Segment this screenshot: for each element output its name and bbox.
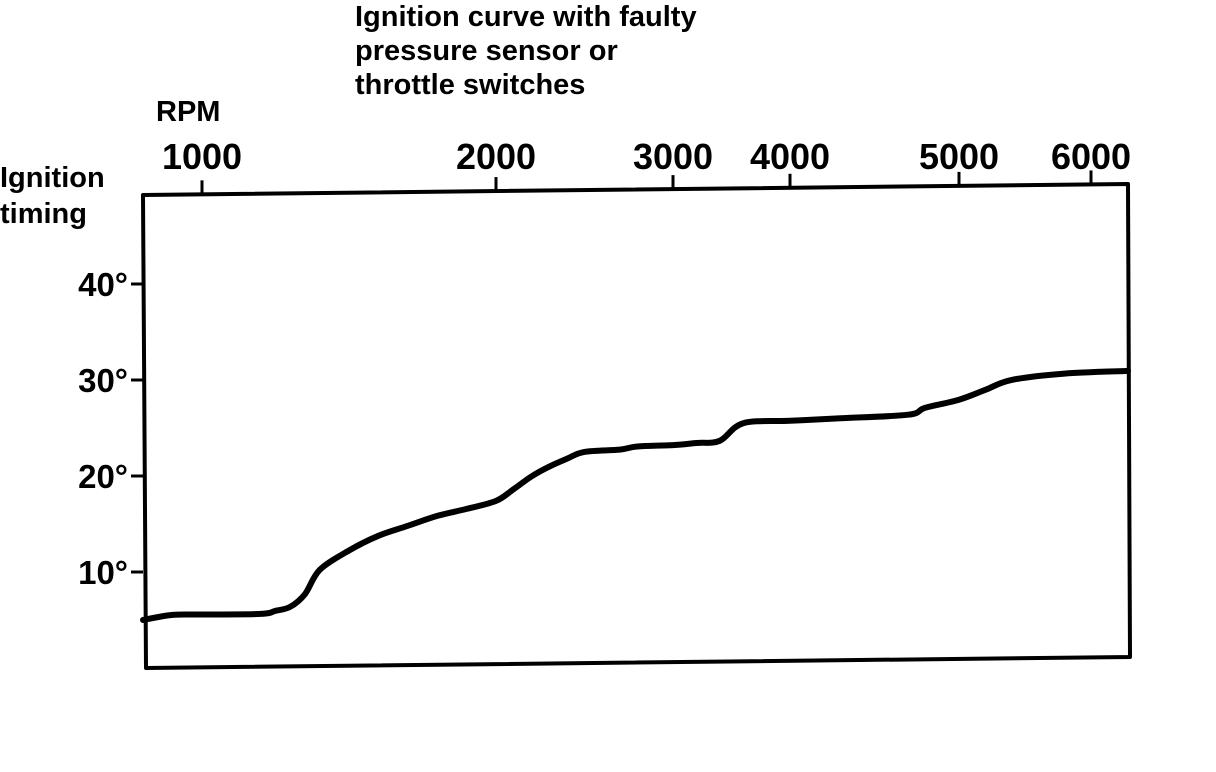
x-tick-label: 3000 [633,136,713,177]
y-tick-label: 10° [78,554,128,591]
plot-border [141,182,1132,670]
y-tick-label: 30° [78,362,128,399]
x-tick-label: 4000 [750,136,830,177]
series-group [140,367,1131,623]
y-tick-label: 40° [78,266,128,303]
x-tick-label: 1000 [162,136,242,177]
x-tick-label: 6000 [1051,136,1131,177]
y-axis: 10° 20° 30° 40° [78,266,143,591]
x-axis-title: RPM [156,96,221,128]
y-tick-label: 20° [78,458,128,495]
plot-frame [141,182,1132,670]
y-axis-title: Ignition timing [0,162,105,230]
x-tick-label: 5000 [919,136,999,177]
ignition-curve-line [140,367,1131,623]
chart-title: Ignition curve with faulty pressure sens… [355,1,697,101]
x-tick-label: 2000 [456,136,536,177]
x-axis: 1000 2000 3000 4000 5000 6000 [162,136,1131,195]
